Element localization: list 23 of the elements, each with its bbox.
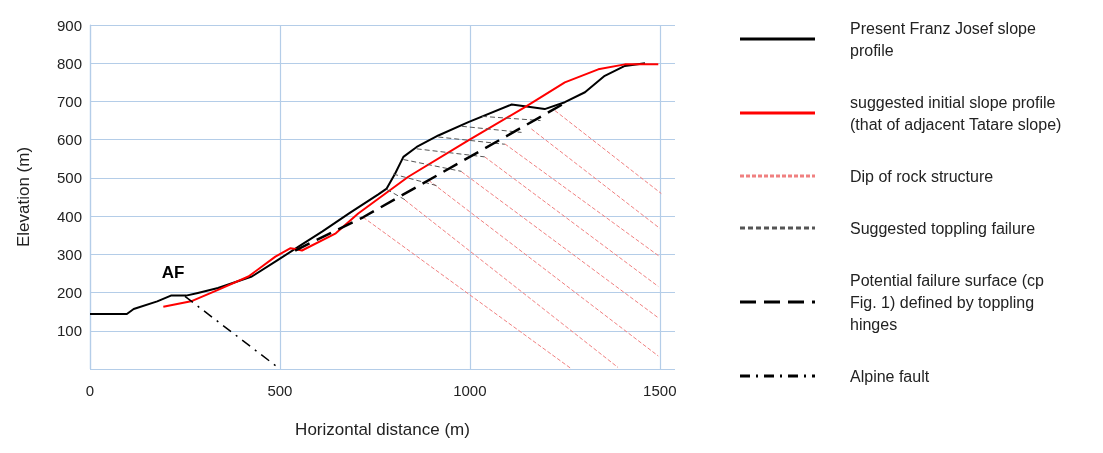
legend-label: Alpine fault — [850, 367, 930, 385]
x-tick-label: 0 — [85, 382, 95, 399]
x-tick-label: 1000 — [453, 382, 487, 399]
x-tick-label: 500 — [267, 382, 293, 399]
y-tick-label: 900 — [56, 16, 82, 34]
legend-label: suggested initial slope profile (that of adjacent Tatare slope) — [850, 93, 1062, 133]
y-tick-label: 100 — [56, 322, 82, 340]
y-tick-label: 600 — [56, 131, 82, 149]
legend-label: Suggested toppling failure — [850, 219, 1036, 237]
y-tick-label: 400 — [56, 207, 82, 225]
y-axis-title: Elevation (m) — [14, 146, 33, 248]
y-tick-label: 700 — [56, 92, 82, 110]
x-axis-title: Horizontal distance (m) — [295, 420, 470, 439]
y-tick-label: 300 — [56, 245, 82, 263]
y-tick-label: 800 — [56, 54, 82, 72]
legend-label: Present Franz Josef slope profile — [850, 19, 1041, 59]
x-tick-label: 1500 — [643, 382, 677, 399]
legend-label: Potential failure surface (cp Fig. 1) defined by toppling hinges — [850, 271, 1049, 333]
line-series — [162, 63, 660, 308]
legend-label: Dip of rock structure — [850, 167, 994, 185]
y-tick-label: 500 — [56, 169, 82, 187]
annotation: AF — [161, 263, 185, 283]
y-tick-label: 200 — [56, 284, 82, 302]
